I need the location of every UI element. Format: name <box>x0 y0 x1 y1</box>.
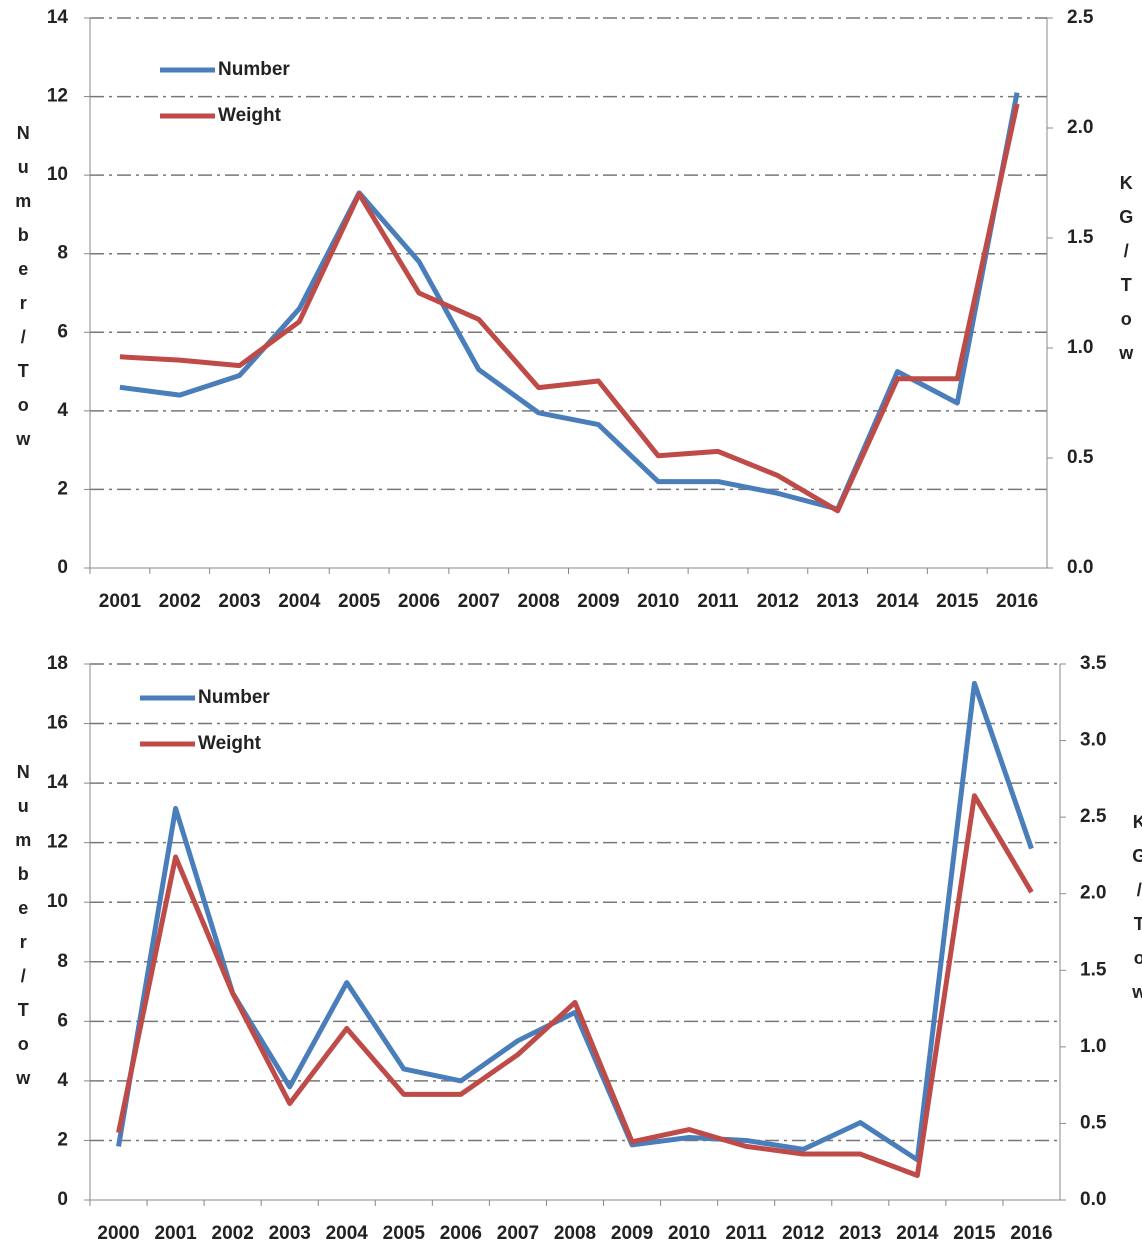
y-tick-label: 14 <box>47 7 69 28</box>
y2-tick-label: 0.5 <box>1067 447 1094 468</box>
x-tick-label: 2005 <box>338 591 381 612</box>
legend-label: Number <box>218 59 290 80</box>
x-tick-label: 2001 <box>99 591 142 612</box>
y2-tick-label: 2.0 <box>1080 883 1106 904</box>
series-line <box>116 680 1034 1163</box>
x-tick-label: 2013 <box>839 1223 881 1244</box>
x-tick-label: 2011 <box>697 591 739 612</box>
x-tick-label: 2008 <box>554 1223 596 1244</box>
y-tick-label: 14 <box>47 772 69 793</box>
y2-tick-label: 2.5 <box>1080 806 1107 827</box>
x-tick-label: 2015 <box>936 591 979 612</box>
x-tick-label: 2014 <box>896 1223 939 1244</box>
y-tick-label: 8 <box>57 951 68 972</box>
y2-tick-label: 1.0 <box>1080 1036 1106 1057</box>
series-line <box>116 793 1034 1178</box>
legend-label: Weight <box>198 733 262 754</box>
x-tick-label: 2003 <box>269 1223 311 1244</box>
x-tick-label: 2012 <box>782 1223 824 1244</box>
x-tick-label: 2004 <box>326 1223 369 1244</box>
y-tick-label: 12 <box>47 86 68 107</box>
x-tick-label: 2009 <box>611 1223 653 1244</box>
y2-axis-label: KG/Tow <box>1116 173 1136 377</box>
y-tick-label: 4 <box>57 1070 68 1091</box>
y-tick-label: 12 <box>47 832 68 853</box>
y-axis-label: Number/Tow <box>13 762 33 1102</box>
y-tick-label: 0 <box>57 1189 68 1210</box>
y-tick-label: 0 <box>57 557 68 578</box>
x-tick-label: 2011 <box>726 1223 768 1244</box>
y-tick-label: 6 <box>57 1010 68 1031</box>
x-tick-label: 2001 <box>154 1223 197 1244</box>
y-tick-label: 18 <box>47 653 68 674</box>
x-tick-label: 2003 <box>218 591 260 612</box>
y2-tick-label: 2.5 <box>1067 7 1094 28</box>
x-tick-label: 2016 <box>1010 1223 1052 1244</box>
x-tick-label: 2005 <box>383 1223 426 1244</box>
x-tick-label: 2007 <box>458 591 500 612</box>
x-tick-label: 2002 <box>212 1223 254 1244</box>
x-tick-label: 2010 <box>668 1223 710 1244</box>
y2-axis-label: KG/Tow <box>1129 812 1142 1016</box>
y2-tick-label: 3.5 <box>1080 653 1107 674</box>
y2-tick-label: 3.0 <box>1080 730 1106 751</box>
x-tick-label: 2002 <box>159 591 201 612</box>
x-tick-label: 2014 <box>876 591 919 612</box>
y-tick-label: 10 <box>47 891 68 912</box>
x-tick-label: 2016 <box>996 591 1038 612</box>
y2-tick-label: 1.5 <box>1080 959 1107 980</box>
x-tick-label: 2007 <box>497 1223 539 1244</box>
x-tick-label: 2006 <box>440 1223 482 1244</box>
legend-label: Number <box>198 687 270 708</box>
y-tick-label: 10 <box>47 164 68 185</box>
y2-tick-label: 1.0 <box>1067 337 1093 358</box>
y-tick-label: 2 <box>57 478 68 499</box>
y-tick-label: 8 <box>57 243 68 264</box>
x-tick-label: 2010 <box>637 591 679 612</box>
y-tick-label: 4 <box>57 400 68 421</box>
series-line <box>119 92 1020 512</box>
y-axis-label: Number/Tow <box>13 123 33 463</box>
y-tick-label: 6 <box>57 321 68 342</box>
y2-tick-label: 0.0 <box>1067 557 1093 578</box>
x-tick-label: 2000 <box>97 1223 139 1244</box>
y2-tick-label: 2.0 <box>1067 117 1093 138</box>
x-tick-label: 2013 <box>817 591 859 612</box>
x-tick-label: 2006 <box>398 591 440 612</box>
series-line <box>119 103 1020 514</box>
x-tick-label: 2009 <box>577 591 619 612</box>
legend-label: Weight <box>218 105 282 126</box>
y2-tick-label: 0.0 <box>1080 1189 1106 1210</box>
x-tick-label: 2008 <box>517 591 559 612</box>
y-tick-label: 2 <box>57 1129 68 1150</box>
x-tick-label: 2004 <box>278 591 321 612</box>
x-tick-label: 2015 <box>953 1223 996 1244</box>
x-tick-label: 2012 <box>757 591 799 612</box>
y-tick-label: 16 <box>47 713 68 734</box>
y2-tick-label: 1.5 <box>1067 227 1094 248</box>
y2-tick-label: 0.5 <box>1080 1112 1107 1133</box>
